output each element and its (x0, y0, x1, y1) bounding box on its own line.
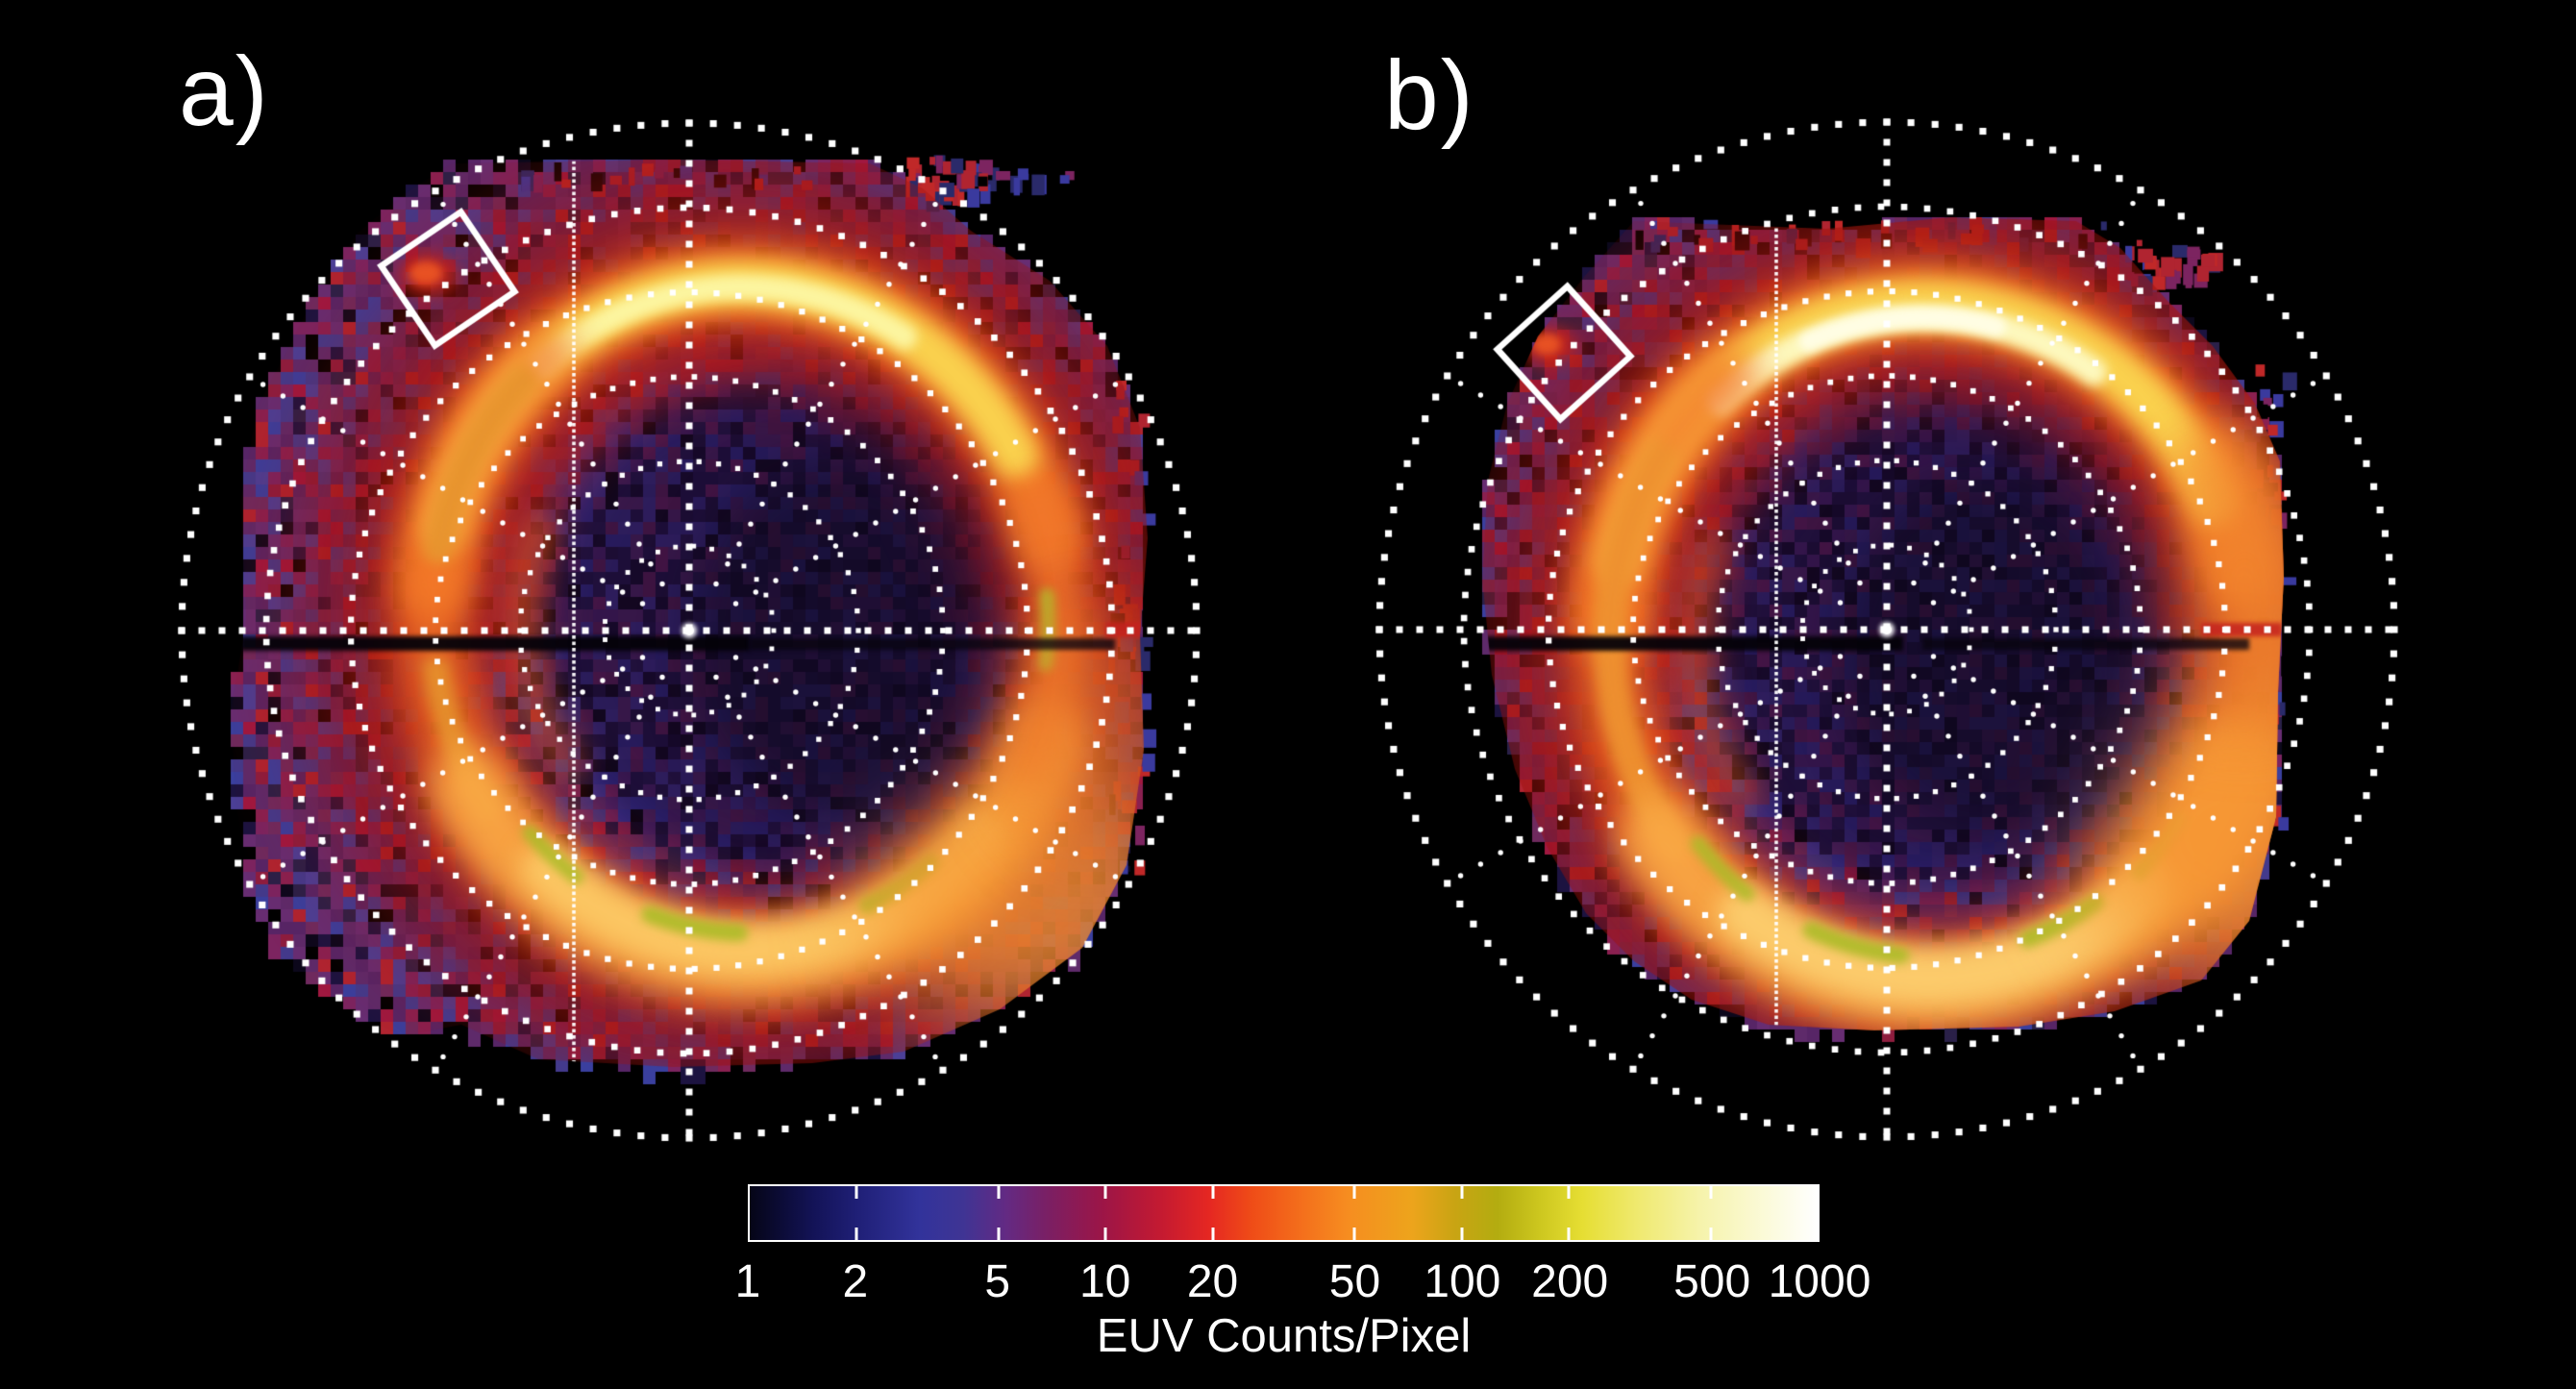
colorbar-tick-label-100: 100 (1424, 1256, 1501, 1307)
panel-b-aurora-map (1341, 38, 2571, 1250)
colorbar-tick-label-2: 2 (842, 1256, 869, 1307)
colorbar-tick-labels: 1 2 5 10 20 50 100 200 500 1000 (735, 1256, 1871, 1313)
colorbar-tick-label-50: 50 (1328, 1256, 1381, 1307)
panel-b-label: b) (1384, 40, 1475, 150)
colorbar-tick-label-1: 1 (734, 1256, 761, 1307)
colorbar-tick-label-1000: 1000 (1768, 1256, 1871, 1307)
panel-a-aurora-map (115, 38, 1346, 1250)
panel-a-label: a) (179, 37, 270, 146)
colorbar-title: EUV Counts/Pixel (1096, 1310, 1472, 1362)
colorbar-tick-label-10: 10 (1078, 1256, 1131, 1307)
colorbar-tick-label-500: 500 (1673, 1256, 1751, 1307)
colorbar-tick-label-5: 5 (984, 1256, 1011, 1307)
colorbar-tick-label-200: 200 (1531, 1256, 1609, 1307)
colorbar-tick-label-20: 20 (1186, 1256, 1239, 1307)
